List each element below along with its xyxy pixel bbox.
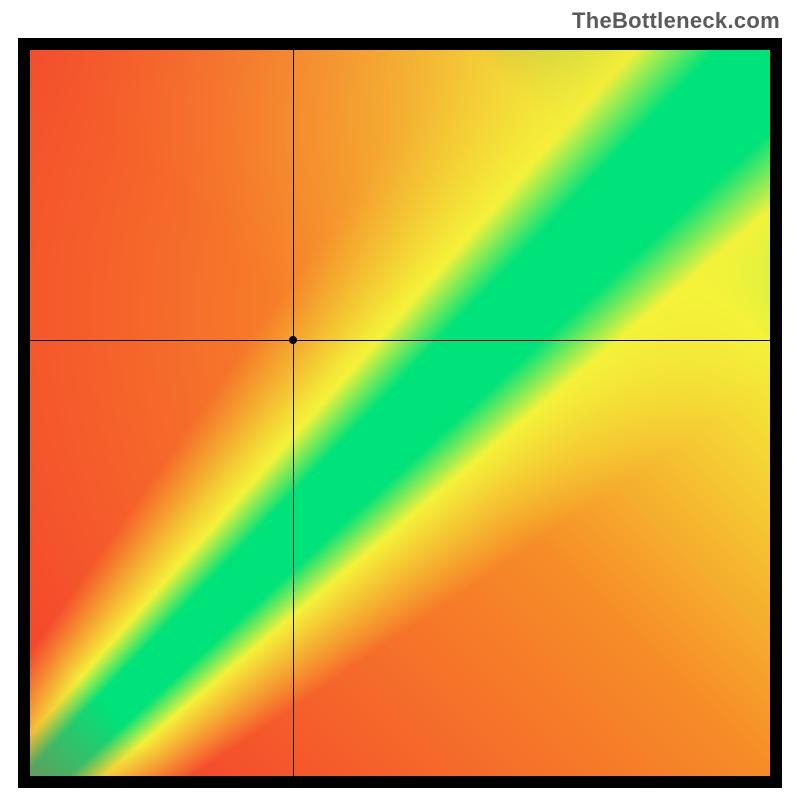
heatmap-canvas bbox=[30, 50, 770, 776]
crosshair-dot bbox=[289, 336, 297, 344]
crosshair-horizontal bbox=[30, 340, 770, 341]
bottleneck-heatmap bbox=[18, 38, 782, 788]
watermark-text: TheBottleneck.com bbox=[572, 8, 780, 34]
plot-area bbox=[30, 50, 770, 776]
crosshair-vertical bbox=[293, 50, 294, 776]
